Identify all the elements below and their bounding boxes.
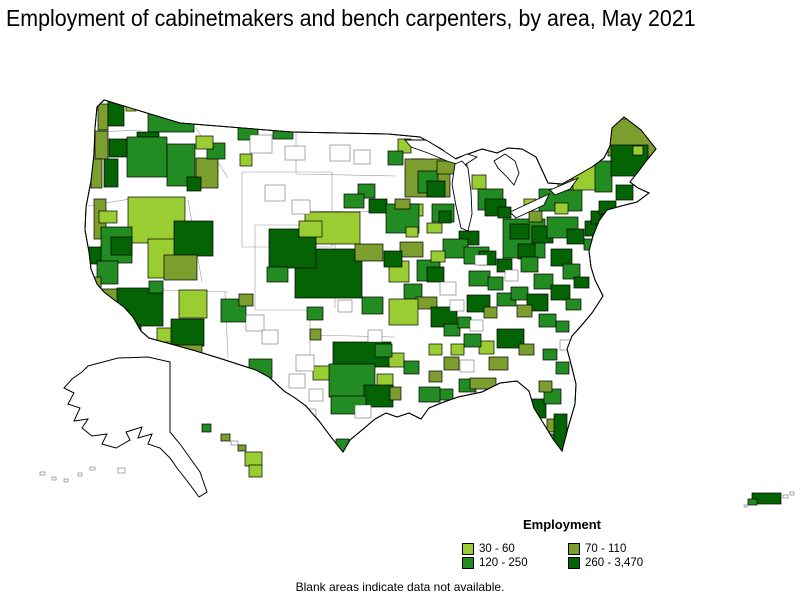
legend-label: 70 - 110 — [585, 543, 627, 555]
lake-ontario — [549, 176, 580, 196]
lake-michigan — [451, 160, 473, 232]
alaska-inset-outline — [63, 356, 208, 498]
page-title: Employment of cabinetmakers and bench ca… — [6, 5, 696, 31]
legend-label: 120 - 250 — [479, 557, 528, 569]
lake-superior — [404, 139, 479, 167]
legend-title: Employment — [523, 517, 602, 532]
legend: 30 - 60 70 - 110 120 - 250 260 - 3,470 — [462, 543, 643, 569]
legend-item: 70 - 110 — [568, 543, 643, 555]
legend-item: 120 - 250 — [462, 557, 568, 569]
lake-erie — [509, 193, 550, 219]
legend-swatch-260-3470 — [568, 557, 580, 569]
footnote: Blank areas indicate data not available. — [295, 580, 505, 594]
legend-swatch-30-60 — [462, 543, 474, 555]
mainland-border-redraw — [84, 99, 657, 453]
legend-item: 260 - 3,470 — [568, 557, 643, 569]
legend-swatch-120-250 — [462, 557, 474, 569]
legend-item: 30 - 60 — [462, 543, 568, 555]
legend-label: 30 - 60 — [479, 543, 515, 555]
great-lakes — [404, 139, 580, 232]
legend-label: 260 - 3,470 — [585, 557, 644, 569]
hawaii-puertorico-insets — [39, 423, 795, 508]
lake-huron — [493, 153, 520, 186]
legend-swatch-70-110 — [568, 543, 580, 555]
